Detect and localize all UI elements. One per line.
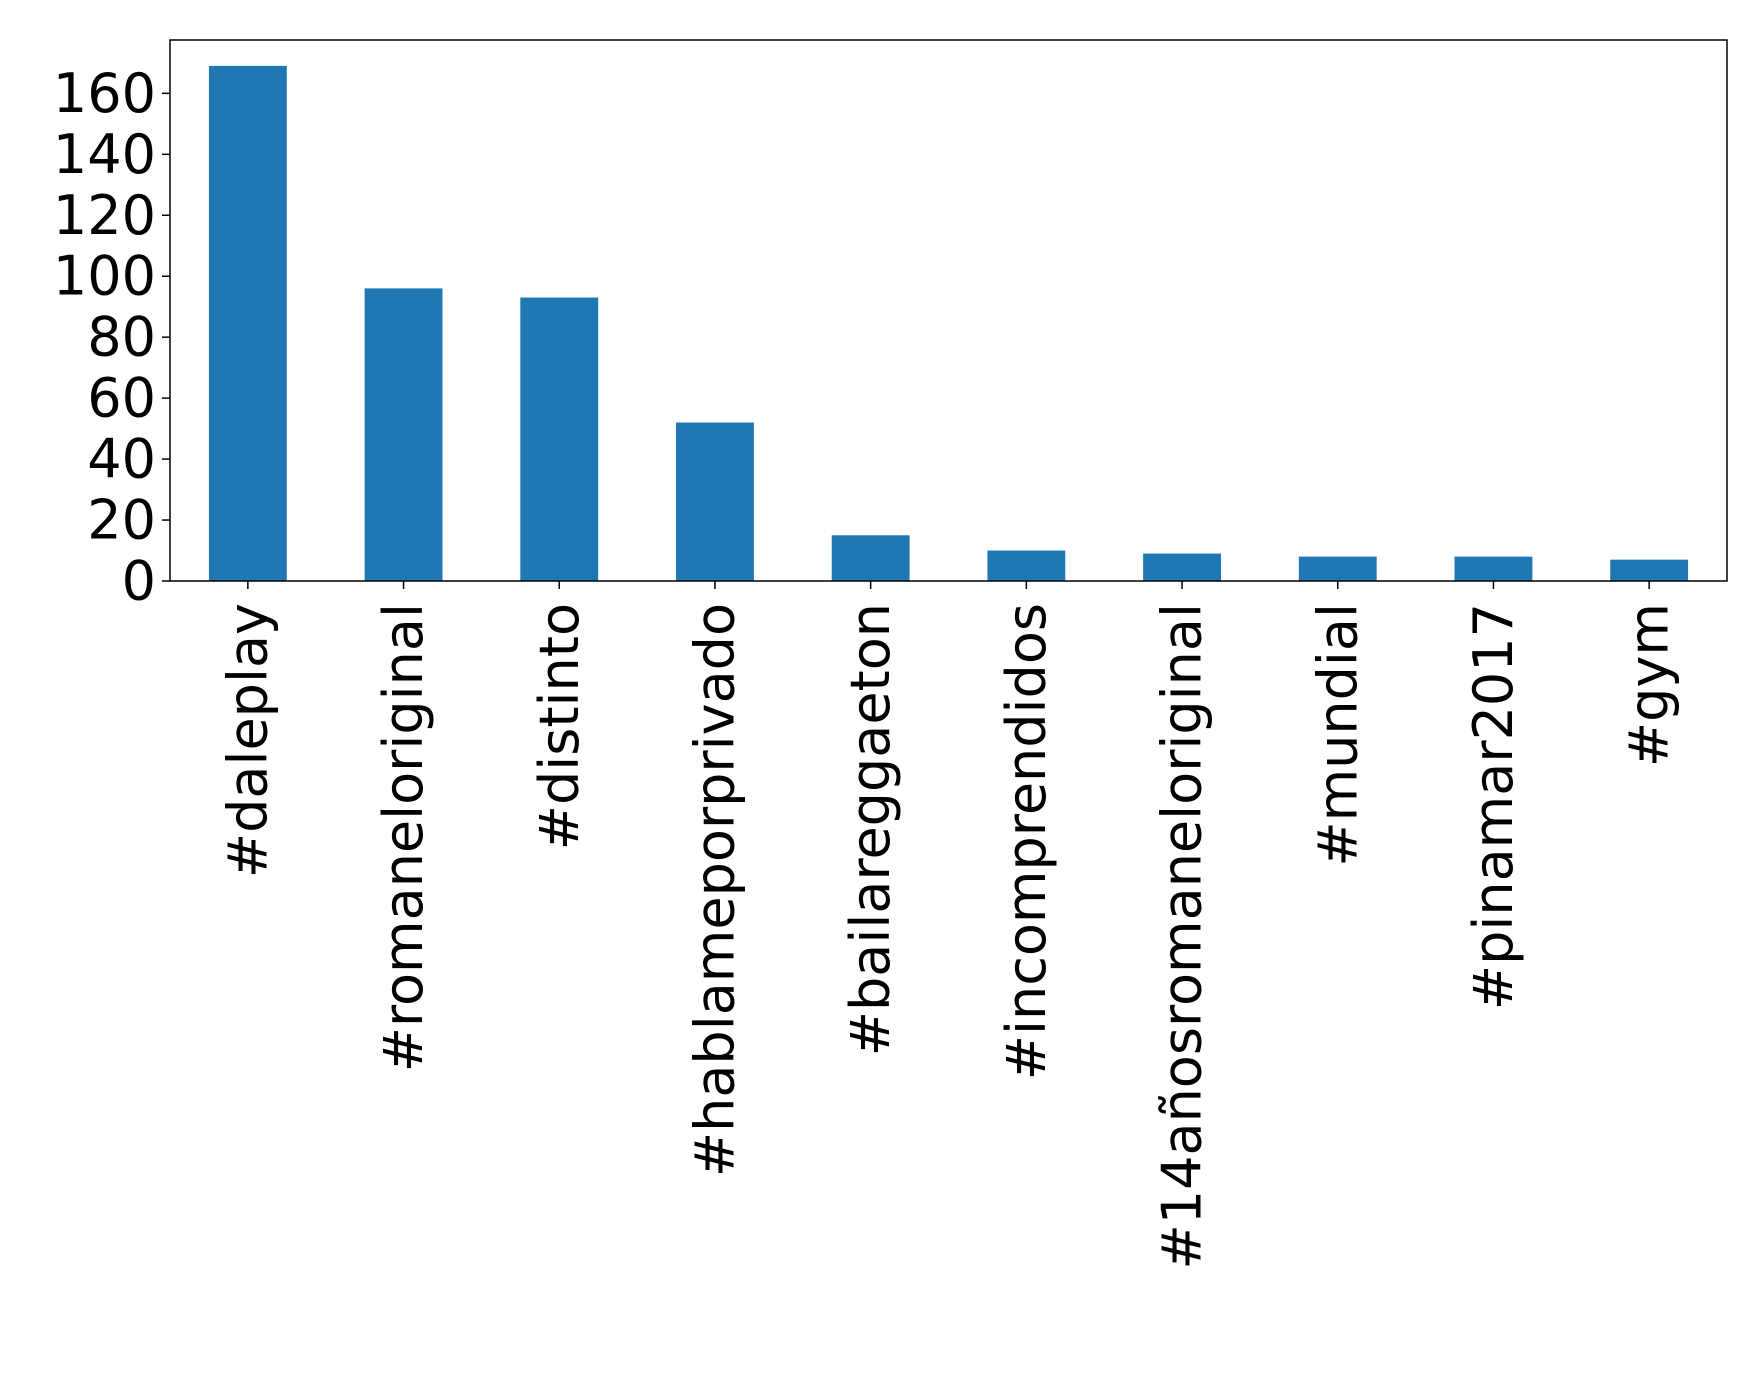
y-tick-label: 20 [87,489,156,552]
x-tick-label: #mundial [1306,603,1369,867]
y-tick-label: 60 [87,367,156,430]
bar [1610,559,1689,581]
x-tick-label: #romaneloriginal [372,603,435,1072]
bar [364,288,443,581]
y-tick-label: 160 [53,62,156,125]
x-tick-label: #hablameporprivado [683,603,746,1177]
x-axis: #daleplay #romaneloriginal #distinto #habla… [216,581,1681,1269]
x-tick-label: #incomprendidos [995,603,1058,1080]
bar [208,65,287,581]
y-tick-label: 140 [53,123,156,186]
bar [1143,553,1221,581]
bar [520,297,599,581]
y-tick-label: 120 [53,184,156,247]
plot-frame [169,39,1728,582]
y-tick-label: 80 [87,306,156,369]
x-tick-label: #distinto [528,603,591,850]
x-tick-label: #gym [1618,603,1681,767]
x-tick-label: #14añosromaneloriginal [1151,603,1214,1269]
bar [831,535,910,581]
bar [987,550,1066,581]
y-tick-label: 0 [122,550,156,613]
x-tick-label: #bailareggaeton [839,603,902,1056]
bars-group [208,65,1689,581]
bar [1298,556,1377,581]
x-tick-label: #daleplay [216,603,279,878]
bar [676,422,754,581]
x-tick-label: #pinamar2017 [1462,603,1525,1010]
bar [1454,556,1533,581]
y-tick-label: 40 [87,428,156,491]
y-tick-label: 100 [53,245,156,308]
